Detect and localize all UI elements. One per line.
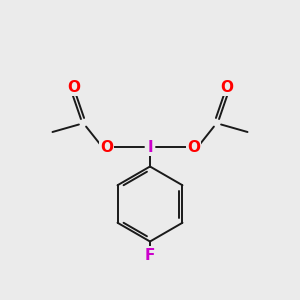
Text: O: O [220, 80, 233, 94]
Text: O: O [100, 140, 113, 154]
Text: F: F [145, 248, 155, 262]
Text: I: I [147, 140, 153, 154]
Text: O: O [67, 80, 80, 94]
Text: O: O [187, 140, 200, 154]
